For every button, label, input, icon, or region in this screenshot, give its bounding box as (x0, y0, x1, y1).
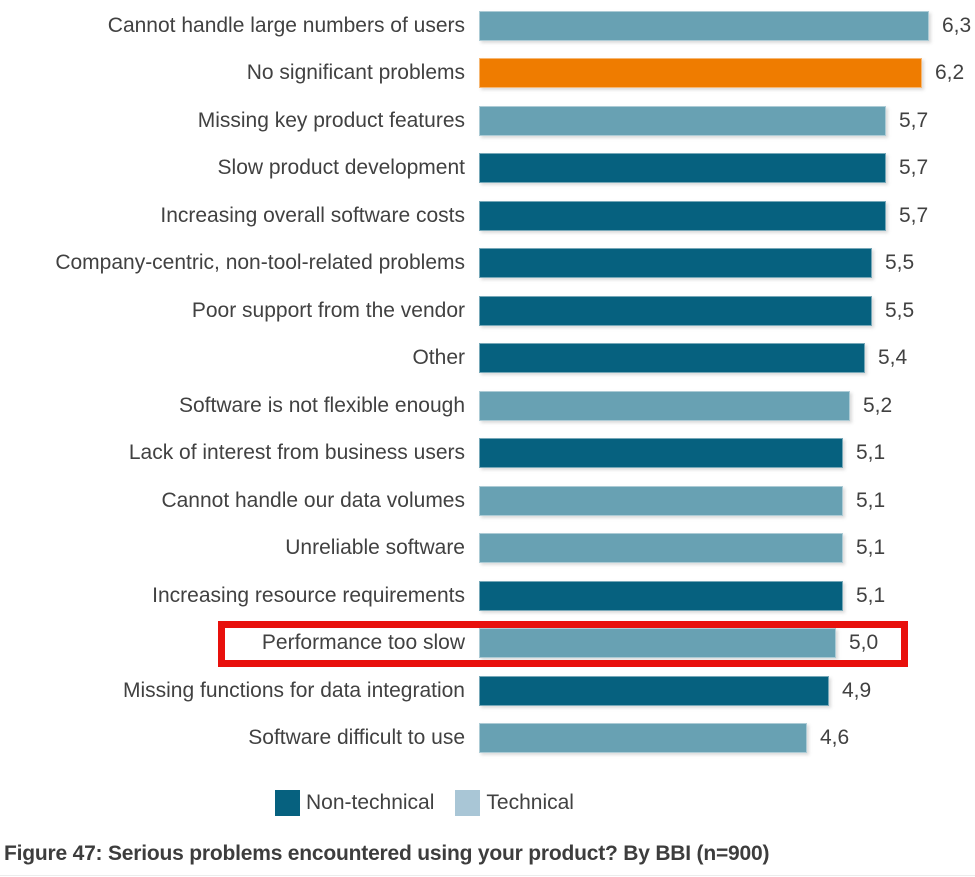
value-label: 5,5 (885, 298, 915, 322)
non-technical-bar (479, 295, 872, 326)
bar-row: Other 5,4 (0, 335, 975, 383)
value-label: 5,7 (899, 108, 929, 132)
category-label: Increasing resource requirements (152, 583, 465, 607)
bar-row: Cannot handle our data volumes 5,1 (0, 477, 975, 525)
value-label: 6,2 (935, 61, 965, 85)
technical-bar (479, 723, 807, 754)
category-label: Cannot handle our data volumes (161, 488, 465, 512)
bar-row: Poor support from the vendor 5,5 (0, 287, 975, 335)
legend: Non-technical Technical (275, 790, 975, 816)
bottom-divider (0, 875, 975, 876)
technical-bar (479, 390, 850, 421)
value-label: 4,6 (820, 726, 850, 750)
value-label: 5,5 (885, 251, 915, 275)
category-label: Cannot handle large numbers of users (107, 13, 465, 37)
value-label: 5,1 (856, 441, 886, 465)
non-technical-bar (479, 675, 829, 706)
value-label: 5,2 (863, 393, 893, 417)
category-label: Company-centric, non-tool-related proble… (55, 251, 465, 275)
technical-bar (479, 105, 886, 136)
legend-item: Technical (455, 790, 574, 816)
bar-row: Unreliable software 5,1 (0, 525, 975, 573)
bar-row: No significant problems 6,2 (0, 50, 975, 98)
bar-row: Missing key product features 5,7 (0, 97, 975, 145)
value-label: 5,1 (856, 536, 886, 560)
legend-label: Technical (486, 791, 574, 814)
legend-swatch (455, 790, 481, 816)
category-label: Slow product development (217, 156, 465, 180)
bar-row: Increasing overall software costs 5,7 (0, 192, 975, 240)
legend-item: Non-technical (275, 790, 434, 816)
category-label: No significant problems (246, 61, 465, 85)
non-technical-bar (479, 200, 886, 231)
value-label: 5,7 (899, 156, 929, 180)
category-label: Lack of interest from business users (128, 441, 465, 465)
value-label: 5,1 (856, 583, 886, 607)
bar-row: Software is not flexible enough 5,2 (0, 382, 975, 430)
bar-row: Performance too slow 5,0 (0, 620, 975, 668)
orange-bar (479, 58, 922, 89)
figure-caption: Figure 47: Serious problems encountered … (4, 842, 770, 865)
category-label: Unreliable software (285, 536, 465, 560)
value-label: 4,9 (842, 678, 872, 702)
category-label: Missing key product features (197, 108, 465, 132)
category-label: Performance too slow (261, 631, 465, 655)
bar-row: Missing functions for data integration 4,… (0, 667, 975, 715)
category-label: Increasing overall software costs (160, 203, 465, 227)
bar-rows: Cannot handle large numbers of users 6,3 N… (0, 2, 975, 763)
value-label: 5,4 (878, 346, 908, 370)
category-label: Poor support from the vendor (191, 298, 465, 322)
technical-bar (479, 485, 843, 516)
technical-bar (479, 533, 843, 564)
bar-row: Software difficult to use 4,6 (0, 715, 975, 763)
non-technical-bar (479, 580, 843, 611)
bar-row: Company-centric, non-tool-related proble… (0, 240, 975, 288)
bar-row: Lack of interest from business users 5,1 (0, 430, 975, 478)
bar-row: Cannot handle large numbers of users 6,3 (0, 2, 975, 50)
non-technical-bar (479, 438, 843, 469)
technical-bar (479, 10, 929, 41)
bar-row: Slow product development 5,7 (0, 145, 975, 193)
value-label: 5,7 (899, 203, 929, 227)
legend-swatch (275, 790, 300, 816)
non-technical-bar (479, 248, 872, 279)
category-label: Other (412, 346, 465, 370)
non-technical-bar (479, 153, 886, 184)
technical-bar (479, 628, 836, 659)
non-technical-bar (479, 343, 865, 374)
legend-label: Non-technical (306, 791, 435, 814)
bar-row: Increasing resource requirements 5,1 (0, 572, 975, 620)
value-label: 5,1 (856, 488, 886, 512)
value-label: 6,3 (942, 13, 972, 37)
category-label: Missing functions for data integration (122, 678, 465, 702)
category-label: Software difficult to use (248, 726, 465, 750)
value-label: 5,0 (849, 631, 879, 655)
category-label: Software is not flexible enough (178, 393, 465, 417)
